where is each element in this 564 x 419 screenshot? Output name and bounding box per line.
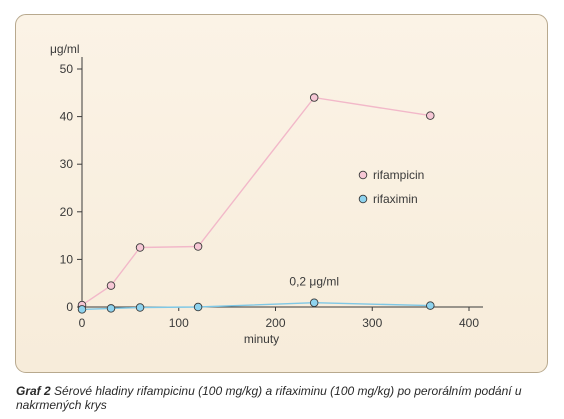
x-tick-label: 0: [79, 316, 86, 330]
data-point-rifampicin: [135, 243, 145, 252]
x-tick-label: 300: [362, 316, 382, 330]
y-tick-label: 20: [60, 205, 74, 219]
chart-panel: 0 10 20 30 40 50 0 100 200 300 400 μg/ml minuty rifa…: [15, 14, 548, 373]
caption-text: Sérové hladiny rifampicinu (100 mg/kg) a…: [16, 384, 522, 412]
legend-label: rifampicin: [373, 168, 424, 182]
data-point-rifaximin: [193, 302, 203, 312]
data-point-rifampicin: [193, 242, 203, 251]
legend: rifampicin rifaximin: [358, 168, 424, 206]
y-tick-label: 50: [60, 62, 74, 76]
annotations: 0,2 μg/ml: [289, 275, 339, 289]
data-point-rifampicin: [426, 111, 435, 120]
data-point-rifaximin: [106, 304, 116, 313]
caption-label: Graf 2: [16, 384, 51, 398]
data-point-rifampicin: [309, 93, 319, 102]
data-point-rifaximin: [309, 298, 319, 307]
x-tick-label: 400: [459, 316, 479, 330]
series-line-rifampicin: [81, 96, 431, 306]
x-axis-label: minuty: [244, 332, 279, 346]
y-axis-label: μg/ml: [50, 42, 80, 56]
legend-item-rifampicin: rifampicin: [358, 168, 424, 182]
x-tick-label: 100: [169, 316, 189, 330]
chart-svg: 0 10 20 30 40 50 0 100 200 300 400 μg/ml minuty rifa…: [50, 42, 483, 346]
series-layer: [77, 93, 435, 314]
data-point-rifampicin: [106, 281, 116, 290]
legend-marker: [358, 194, 368, 204]
legend-label: rifaximin: [373, 192, 418, 206]
legend-marker: [358, 170, 368, 180]
annotation-label: 0,2 μg/ml: [289, 275, 339, 289]
data-point-rifaximin: [426, 301, 435, 310]
data-point-rifaximin: [77, 305, 87, 314]
data-point-rifaximin: [135, 303, 145, 312]
figure-caption: Graf 2 Sérové hladiny rifampicinu (100 m…: [16, 384, 556, 412]
y-tick-label: 0: [66, 300, 73, 314]
series-line-rifaximin: [81, 301, 431, 311]
series-rifampicin: [77, 93, 435, 310]
axes: 0 10 20 30 40 50 0 100 200 300 400 μg/ml minuty: [50, 42, 483, 346]
y-tick-label: 30: [60, 157, 74, 171]
y-tick-label: 10: [60, 252, 74, 266]
series-rifaximin: [77, 298, 435, 314]
y-tick-label: 40: [60, 110, 74, 124]
x-tick-label: 200: [265, 316, 285, 330]
legend-item-rifaximin: rifaximin: [358, 192, 418, 206]
